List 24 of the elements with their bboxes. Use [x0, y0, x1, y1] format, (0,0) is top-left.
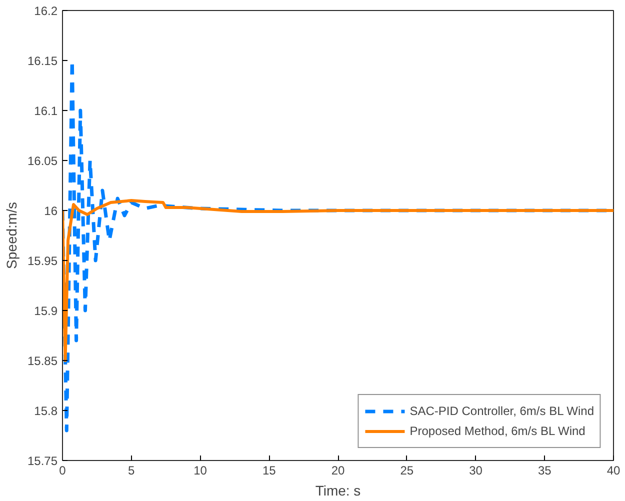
y-tick-label: 16.15 — [27, 54, 58, 68]
y-tick-label: 16.05 — [27, 154, 58, 168]
y-tick-label: 15.9 — [34, 304, 58, 318]
x-tick-label: 30 — [469, 464, 483, 478]
y-tick-label: 16.1 — [34, 104, 58, 118]
y-tick-label: 15.75 — [27, 454, 58, 468]
legend-label: Proposed Method, 6m/s BL Wind — [410, 424, 586, 438]
x-tick-label: 5 — [128, 464, 136, 478]
legend-label: SAC-PID Controller, 6m/s BL Wind — [410, 404, 594, 418]
y-tick-label: 16.2 — [34, 4, 58, 18]
y-tick-label: 16 — [44, 204, 58, 218]
x-tick-label: 0 — [59, 464, 66, 478]
x-tick-label: 40 — [606, 464, 620, 478]
x-tick-label: 15 — [262, 464, 276, 478]
x-tick-label: 25 — [400, 464, 414, 478]
x-tick-label: 10 — [194, 464, 208, 478]
y-tick-label: 15.95 — [27, 254, 58, 268]
y-axis-title: Speed:m/s — [3, 202, 20, 269]
line-series — [62, 199, 614, 362]
y-tick-label: 15.8 — [34, 404, 58, 418]
x-tick-label: 20 — [331, 464, 345, 478]
y-tick-label: 15.85 — [27, 354, 58, 368]
x-tick-label: 35 — [538, 464, 552, 478]
x-axis-title: Time: s — [315, 482, 361, 498]
